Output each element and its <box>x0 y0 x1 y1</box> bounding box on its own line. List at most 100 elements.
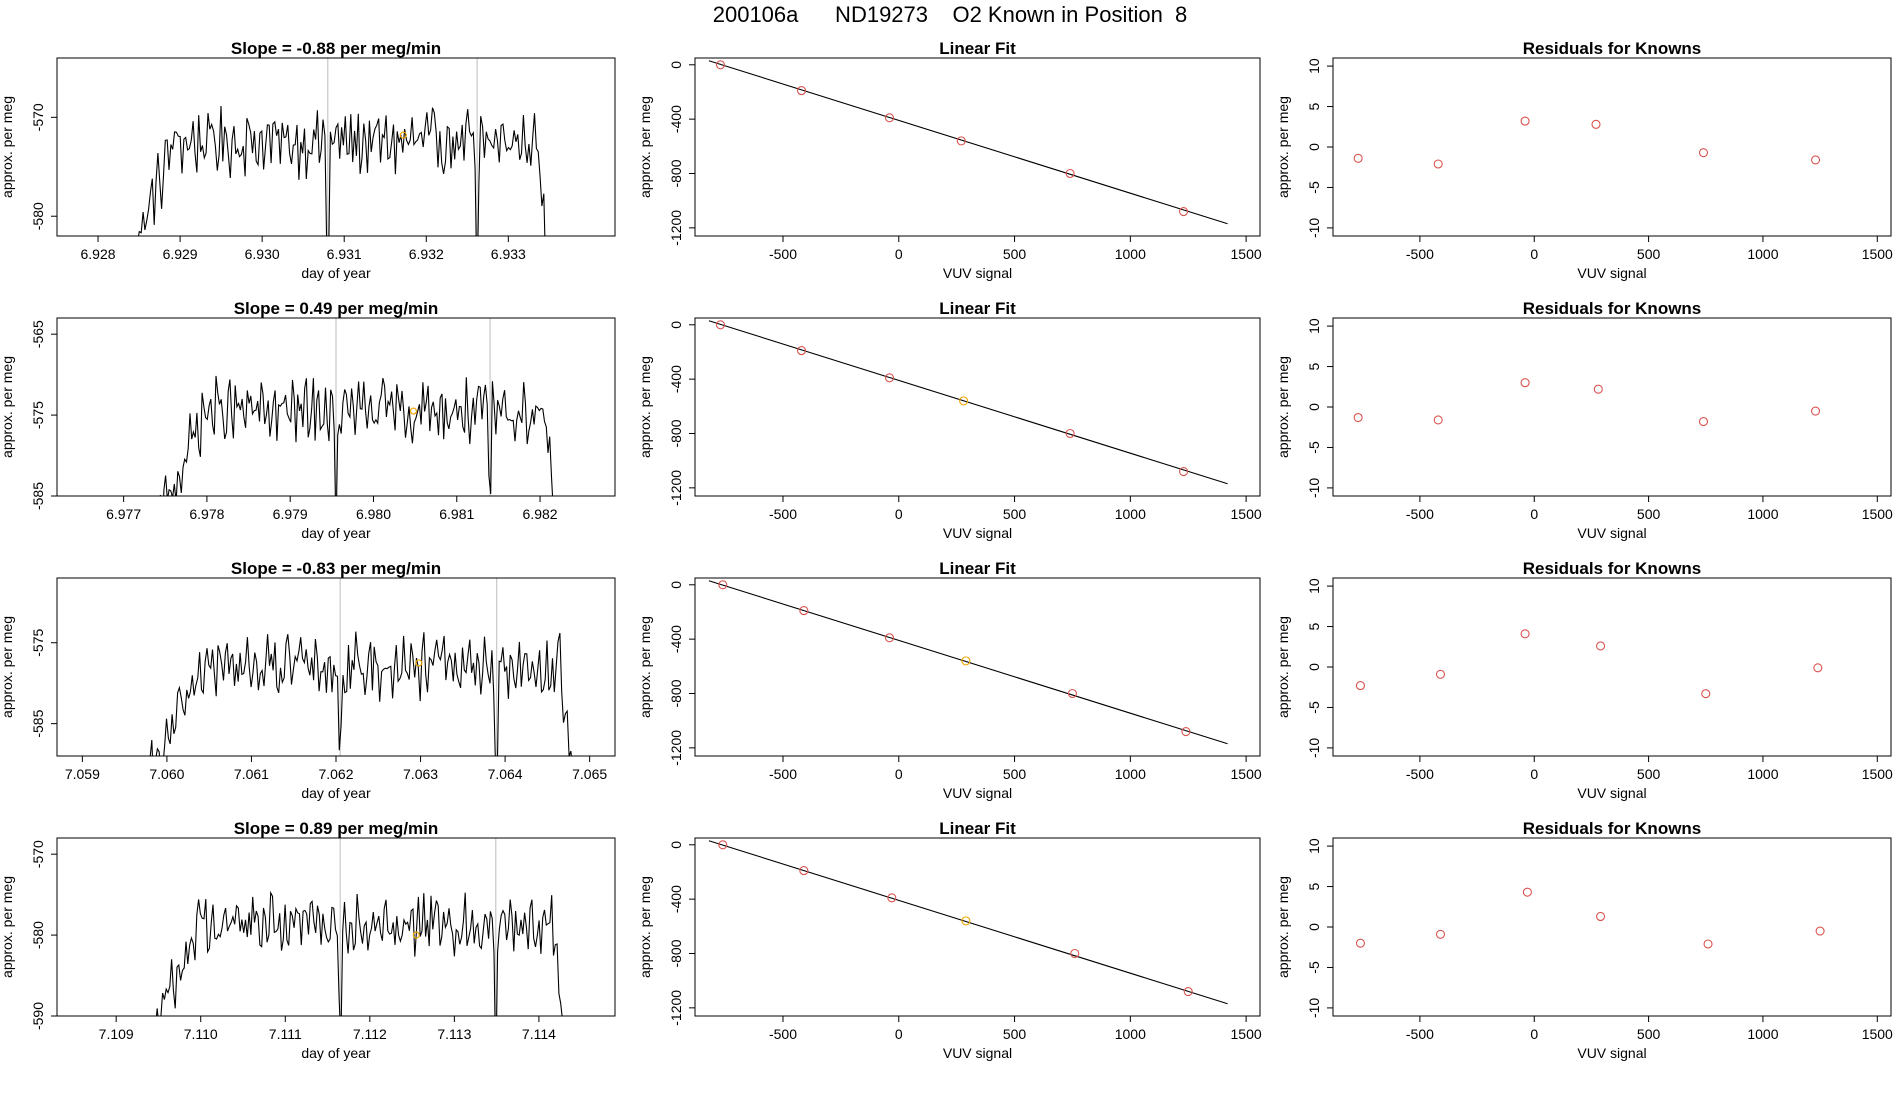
time-series-trace <box>137 105 546 236</box>
x-tick-label: 500 <box>1637 1026 1661 1042</box>
y-tick-label: -400 <box>668 365 684 393</box>
x-tick-label: 1500 <box>1231 766 1262 782</box>
panel-title: Linear Fit <box>939 819 1016 838</box>
x-axis-label: day of year <box>301 265 371 281</box>
data-point <box>1596 911 1606 922</box>
x-tick-label: 6.930 <box>245 246 280 262</box>
x-tick-label: 0 <box>1530 1026 1538 1042</box>
x-tick-label: 7.110 <box>184 1026 218 1042</box>
panel-title: Residuals for Knowns <box>1523 299 1702 318</box>
data-region <box>149 578 572 756</box>
x-tick-label: -500 <box>1406 246 1434 262</box>
y-tick-label: -580 <box>30 202 46 230</box>
x-tick-label: 500 <box>1003 1026 1027 1042</box>
x-tick-label: -500 <box>1406 766 1434 782</box>
y-tick-label: -10 <box>1306 218 1322 238</box>
x-tick-label: 1500 <box>1231 246 1262 262</box>
x-tick-label: 6.933 <box>491 246 526 262</box>
y-tick-label: -585 <box>30 709 46 737</box>
x-axis-label: VUV signal <box>1577 525 1646 541</box>
y-tick-label: -5 <box>1306 961 1322 974</box>
y-axis-label: approx. per meg <box>0 96 15 198</box>
x-axis-label: day of year <box>301 1045 371 1061</box>
x-tick-label: 0 <box>1530 766 1538 782</box>
y-tick-label: 0 <box>1306 403 1322 411</box>
time-series-trace <box>155 890 563 1016</box>
highlight-point <box>399 131 407 139</box>
x-tick-label: 1000 <box>1115 1026 1146 1042</box>
y-tick-label: 5 <box>1306 622 1322 630</box>
y-tick-label: 10 <box>1306 58 1322 74</box>
x-tick-label: 6.931 <box>327 246 362 262</box>
panel-title: Slope = 0.89 per meg/min <box>234 819 439 838</box>
x-axis-label: day of year <box>301 785 371 801</box>
data-point <box>1435 929 1446 939</box>
data-region <box>708 580 1228 745</box>
data-region <box>1353 116 1821 169</box>
plot-frame <box>56 837 616 1017</box>
fit-line <box>708 580 1228 745</box>
y-axis-label: approx. per meg <box>0 356 15 458</box>
y-axis-label: approx. per meg <box>637 96 653 198</box>
highlight-point <box>959 396 969 406</box>
panel-r4c3: Residuals for Knowns VUV signal approx. pe… <box>1275 819 1893 1061</box>
y-axis-label: approx. per meg <box>1275 876 1291 978</box>
x-tick-label: 6.981 <box>439 506 474 522</box>
x-tick-label: 1000 <box>1115 506 1146 522</box>
y-tick-label: -800 <box>668 159 684 187</box>
plot-frame <box>56 317 616 497</box>
x-tick-label: 1000 <box>1747 766 1778 782</box>
x-tick-label: 6.982 <box>523 506 558 522</box>
x-tick-label: 6.929 <box>163 246 198 262</box>
x-tick-label: 1500 <box>1862 1026 1893 1042</box>
x-tick-label: 7.064 <box>488 766 523 782</box>
plot-frame <box>1332 57 1892 237</box>
data-point <box>1522 887 1532 897</box>
x-tick-label: 7.111 <box>269 1026 302 1042</box>
data-point <box>1179 466 1189 477</box>
panel-r1c1: Slope = -0.88 per meg/min day of year appr… <box>0 39 616 281</box>
y-axis-label: approx. per meg <box>0 876 15 978</box>
data-point <box>1701 689 1711 699</box>
data-point <box>715 60 726 70</box>
x-axis-label: VUV signal <box>943 525 1012 541</box>
highlight-point <box>961 656 971 666</box>
data-point <box>1433 159 1443 169</box>
plot-frame <box>1332 837 1892 1017</box>
x-tick-label: 7.059 <box>65 766 100 782</box>
y-tick-label: 0 <box>668 841 684 849</box>
x-tick-label: 6.928 <box>81 246 116 262</box>
y-tick-label: -5 <box>1306 181 1322 194</box>
plot-frame <box>694 317 1261 497</box>
panel-r1c2: Linear Fit VUV signal approx. per meg -500 0… <box>637 39 1262 281</box>
data-region <box>1355 629 1823 699</box>
y-tick-label: -400 <box>668 625 684 653</box>
y-tick-label: 0 <box>1306 923 1322 931</box>
x-tick-label: 1000 <box>1747 506 1778 522</box>
plot-frame <box>1332 317 1892 497</box>
panel-title: Residuals for Knowns <box>1523 39 1702 58</box>
data-region <box>1355 887 1825 949</box>
x-tick-label: -500 <box>1406 506 1434 522</box>
x-tick-label: 0 <box>895 1026 903 1042</box>
data-point <box>796 86 807 96</box>
data-region <box>137 58 546 236</box>
panel-r1c3: Residuals for Knowns VUV signal approx. pe… <box>1275 39 1893 281</box>
data-point <box>1813 663 1823 673</box>
y-tick-label: 10 <box>1306 838 1322 854</box>
y-tick-label: -10 <box>1306 998 1322 1018</box>
x-axis-label: VUV signal <box>943 1045 1012 1061</box>
panel-r3c2: Linear Fit VUV signal approx. per meg -500 0… <box>637 559 1262 801</box>
y-tick-label: 0 <box>668 581 684 589</box>
panel-r4c1: Slope = 0.89 per meg/min day of year appro… <box>0 819 616 1061</box>
data-point <box>1596 641 1606 651</box>
x-tick-label: 500 <box>1003 766 1027 782</box>
y-tick-label: -565 <box>30 320 46 348</box>
x-tick-label: 7.063 <box>403 766 438 782</box>
highlight-point <box>961 916 971 926</box>
x-tick-label: 1000 <box>1747 246 1778 262</box>
panel-r2c1: Slope = 0.49 per meg/min day of year appro… <box>0 299 616 541</box>
y-tick-label: 5 <box>1306 362 1322 370</box>
x-tick-label: 1500 <box>1231 506 1262 522</box>
